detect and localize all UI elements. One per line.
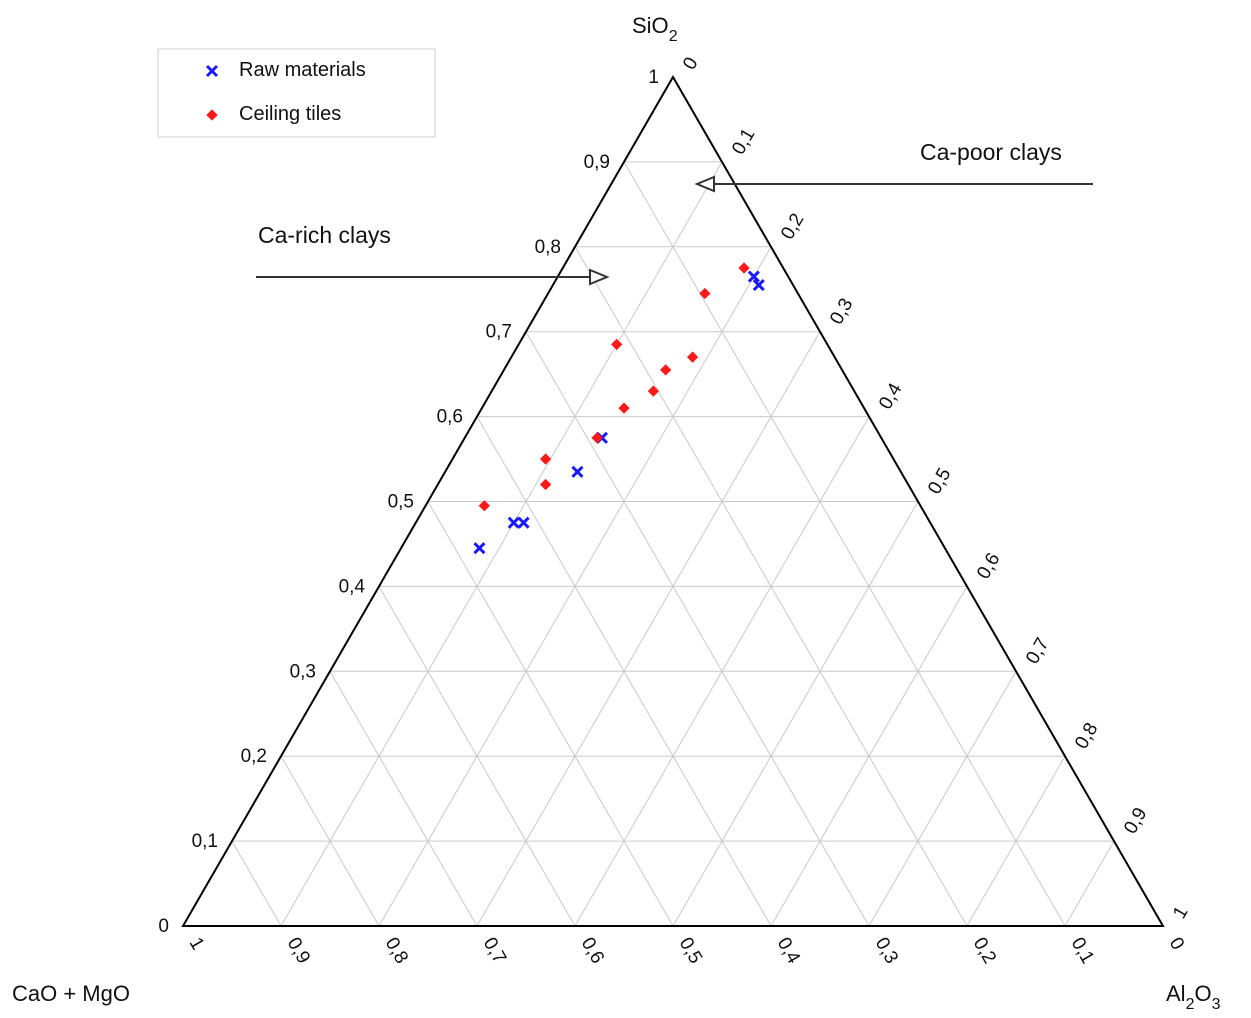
point-raw-material-stroke bbox=[571, 465, 584, 478]
grid-line-cao-mgo bbox=[329, 671, 478, 927]
grid-line-cao-mgo bbox=[378, 586, 576, 927]
legend-label-ceiling-tiles: Ceiling tiles bbox=[239, 103, 341, 125]
arrow-head-ca-rich-clays bbox=[589, 268, 610, 286]
legend: Raw materials Ceiling tiles bbox=[157, 48, 436, 138]
tick-label-sio2: 0,9 bbox=[584, 152, 610, 173]
tick-label-al2o3: 0,5 bbox=[924, 465, 955, 498]
tick-label-cao-mgo: 0,9 bbox=[283, 934, 314, 967]
annotation-ca-poor-clays: Ca-poor clays bbox=[920, 139, 1062, 165]
tick-label-cao-mgo: 0,8 bbox=[381, 934, 412, 967]
tick-label-cao-mgo: 0,6 bbox=[577, 934, 608, 967]
tick-label-sio2: 0,4 bbox=[339, 576, 366, 597]
tick-label-sio2: 0,8 bbox=[535, 237, 561, 258]
grid-line-al2o3 bbox=[476, 331, 821, 927]
grid-line-al2o3 bbox=[672, 501, 919, 927]
axis-label-al2o3: Al2O3 bbox=[1166, 981, 1221, 1013]
point-ceiling-tile bbox=[539, 478, 552, 491]
annotation-ca-rich-clays: Ca-rich clays bbox=[258, 222, 391, 248]
point-raw-material bbox=[507, 516, 520, 529]
tick-label-sio2: 0,1 bbox=[192, 831, 218, 852]
point-raw-material bbox=[571, 465, 584, 478]
point-ceiling-tile bbox=[738, 262, 750, 274]
grid-line-cao-mgo bbox=[525, 331, 870, 927]
point-raw-material-stroke bbox=[752, 278, 765, 292]
tick-label-sio2: 0,7 bbox=[486, 322, 512, 343]
grid-line-al2o3 bbox=[770, 586, 968, 927]
point-ceiling-tile bbox=[647, 385, 660, 397]
tick-label-sio2: 1 bbox=[648, 67, 659, 88]
point-raw-material bbox=[517, 516, 530, 529]
tick-label-cao-mgo: 0,4 bbox=[773, 934, 805, 968]
arrow-head-ca-poor-clays bbox=[694, 175, 715, 193]
point-raw-material-stroke bbox=[507, 516, 520, 529]
point-raw-material bbox=[752, 278, 765, 292]
point-raw-material-stroke bbox=[517, 516, 530, 529]
point-raw-material-stroke bbox=[747, 270, 760, 283]
axis-label-sio2: SiO2 bbox=[632, 13, 678, 45]
tick-label-sio2: 0,5 bbox=[388, 492, 414, 513]
triangle-frame bbox=[181, 74, 1165, 927]
tick-label-al2o3: 0,2 bbox=[777, 210, 808, 243]
point-ceiling-tile bbox=[610, 338, 623, 351]
point-ceiling-tile bbox=[618, 402, 630, 414]
point-ceiling-tile bbox=[686, 351, 699, 363]
tick-label-cao-mgo: 0,1 bbox=[1067, 934, 1098, 967]
tick-label-cao-mgo: 0,3 bbox=[871, 934, 902, 967]
tick-label-sio2: 0,6 bbox=[437, 407, 463, 428]
tick-label-sio2: 0,2 bbox=[241, 746, 267, 767]
tick-label-al2o3: 1 bbox=[1169, 903, 1192, 923]
grid-lines bbox=[231, 161, 1115, 927]
grid-line-al2o3 bbox=[966, 755, 1066, 927]
tick-label-cao-mgo: 0 bbox=[1165, 934, 1188, 954]
grid-line-cao-mgo bbox=[427, 501, 674, 927]
grid-line-cao-mgo bbox=[280, 755, 380, 927]
tick-label-sio2: 0,3 bbox=[290, 661, 316, 682]
tick-label-al2o3: 0 bbox=[679, 54, 702, 74]
tick-label-cao-mgo: 0,5 bbox=[675, 934, 706, 967]
tick-label-cao-mgo: 0,7 bbox=[479, 934, 510, 967]
legend-box bbox=[157, 48, 436, 138]
axis-label-cao-mgo: CaO + MgO bbox=[12, 981, 130, 1006]
legend-label-raw-materials: Raw materials bbox=[239, 59, 366, 81]
legend-marker-raw-materials bbox=[205, 64, 219, 78]
point-ceiling-tile bbox=[478, 500, 491, 512]
tick-label-al2o3: 0,8 bbox=[1071, 719, 1102, 752]
point-ceiling-tile bbox=[659, 364, 672, 376]
tick-label-al2o3: 0,7 bbox=[1022, 634, 1053, 667]
sio2-tick-labels: 0 0,1 0,2 0,3 0,4 0,5 0,6 0,7 0,8 0,9 1 bbox=[158, 67, 659, 937]
cao-mgo-tick-labels: 1 0,9 0,8 0,7 0,6 0,5 0,4 0,3 0,2 0,1 0 bbox=[185, 934, 1188, 968]
grid-line-al2o3 bbox=[1064, 840, 1115, 927]
grid-line-al2o3 bbox=[868, 671, 1017, 927]
tick-label-cao-mgo: 1 bbox=[185, 934, 208, 954]
point-raw-material bbox=[473, 542, 486, 555]
tick-label-sio2: 0 bbox=[158, 916, 169, 937]
data-points bbox=[473, 262, 765, 555]
grid-line-cao-mgo bbox=[623, 161, 1066, 927]
point-raw-material bbox=[747, 270, 760, 283]
grid-line-al2o3 bbox=[280, 161, 723, 927]
tick-label-al2o3: 0,9 bbox=[1120, 804, 1151, 837]
point-raw-material-stroke bbox=[473, 542, 486, 555]
grid-line-cao-mgo bbox=[231, 840, 282, 927]
point-ceiling-tile bbox=[539, 453, 552, 465]
tick-label-al2o3: 0,3 bbox=[826, 295, 857, 328]
point-ceiling-tile bbox=[591, 432, 603, 444]
tick-label-al2o3: 0,6 bbox=[973, 550, 1004, 583]
tick-label-al2o3: 0,1 bbox=[728, 125, 759, 158]
point-ceiling-tile bbox=[699, 287, 711, 300]
tick-label-cao-mgo: 0,2 bbox=[969, 934, 1000, 967]
tick-label-al2o3: 0,4 bbox=[875, 379, 907, 413]
